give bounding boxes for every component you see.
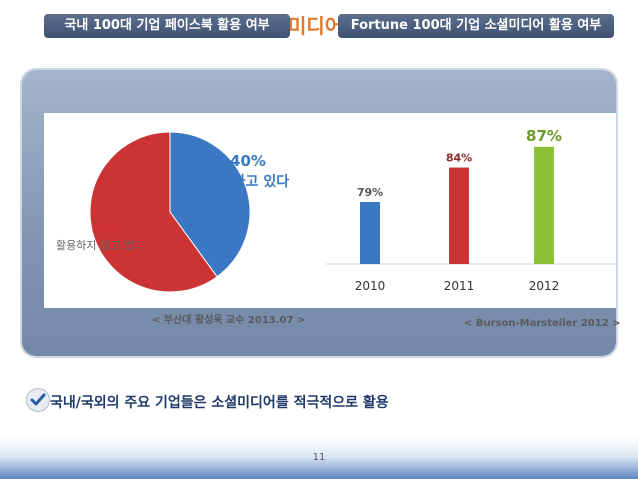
bar-value-label-2012: 87%	[526, 127, 562, 145]
x-tick-label-2012: 2012	[529, 279, 560, 293]
bar-2010	[360, 202, 380, 264]
bar-2011	[449, 167, 469, 264]
pie-slice-0	[169, 131, 251, 278]
bar-2012	[534, 146, 554, 264]
x-tick-label-2011: 2011	[444, 279, 475, 293]
left-chart-header: 국내 100대 기업 페이스북 활용 여부	[44, 14, 290, 38]
pie-slice-label-1: 활용하지 않고 있다	[56, 238, 144, 252]
footer-band	[0, 437, 638, 479]
right-chart-header: Fortune 100대 기업 소셜미디어 활용 여부	[338, 14, 614, 38]
left-source: < 부산대 황성욱 교수 2013.07 >	[152, 315, 306, 326]
bar-value-label-2010: 79%	[357, 186, 383, 199]
bar-value-label-2011: 84%	[446, 152, 472, 165]
bar-chart: 79% 2010 84% 2011 87% 2012	[326, 127, 616, 293]
x-tick-label-2010: 2010	[355, 279, 386, 293]
page-number: 11	[312, 452, 326, 463]
summary-text: 국내/국외의 주요 기업들은 소셜미디어를 적극적으로 활용	[50, 395, 389, 411]
pie-value-label-1: 60%	[92, 223, 121, 237]
check-icon	[26, 388, 50, 412]
pie-value-label-0: 40%	[230, 152, 266, 170]
pie-chart: 40% 운영하고 있다 60%활용하지 않고 있다	[56, 131, 289, 293]
right-source: < Burson-Marsteller 2012 >	[464, 318, 621, 329]
pie-slice-label-0: 운영하고 있다	[207, 173, 289, 190]
pie-slice-1	[89, 131, 218, 293]
